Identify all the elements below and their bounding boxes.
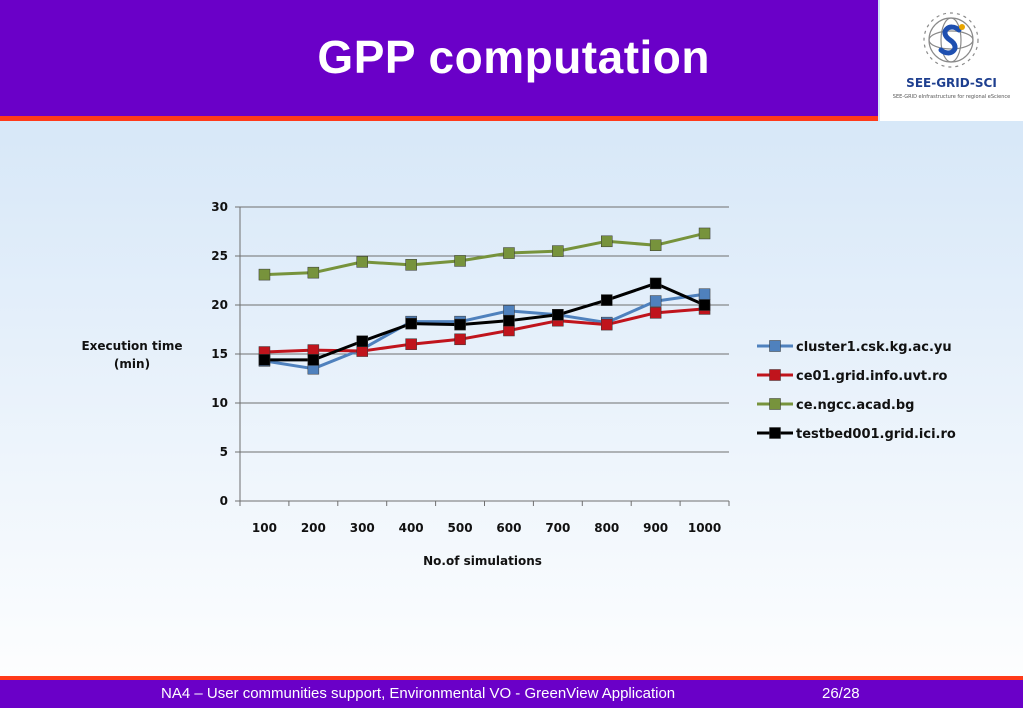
logo-wordmark: SEE-GRID-SCI: [906, 76, 997, 90]
x-tick-label: 900: [643, 521, 668, 535]
data-point: [649, 239, 662, 251]
data-point: [698, 288, 711, 300]
data-point: [649, 295, 662, 307]
globe-logo-icon: [923, 12, 979, 68]
y-tick-label: 0: [220, 494, 228, 508]
data-point: [601, 235, 613, 248]
x-tick-label: 200: [301, 521, 326, 535]
chart-axes: 0 5 10 15 20 25 30 100 200 300 400 500 600 700 800 900 1…: [81, 200, 730, 568]
data-point: [503, 247, 515, 259]
data-point: [601, 318, 613, 331]
x-tick-label: 600: [496, 521, 521, 535]
legend-marker: [769, 427, 781, 439]
x-tick-label: 800: [594, 521, 619, 535]
data-point: [649, 277, 662, 290]
data-point: [649, 307, 662, 319]
data-point: [405, 317, 417, 330]
legend-label: ce.ngcc.acad.bg: [796, 398, 914, 413]
footer-bar: NA4 – User communities support, Environm…: [0, 680, 1023, 708]
footer-accent-line: [0, 676, 1023, 680]
data-point: [454, 333, 466, 346]
x-tick-label: 300: [350, 521, 375, 535]
footer-text: NA4 – User communities support, Environm…: [161, 685, 676, 702]
x-tick-label: 1000: [688, 521, 721, 535]
x-tick-label: 500: [448, 521, 473, 535]
data-point: [503, 324, 515, 337]
data-point: [503, 305, 515, 317]
legend-label: testbed001.grid.ici.ro: [796, 427, 956, 442]
data-point: [307, 344, 320, 356]
data-point: [552, 245, 564, 257]
y-tick-label: 5: [220, 445, 228, 459]
data-point: [552, 309, 564, 321]
series-line-3: [264, 232, 705, 277]
x-tick-label: 700: [545, 521, 570, 535]
slide-title: GPP computation: [317, 31, 710, 83]
data-point: [454, 318, 466, 331]
data-point: [601, 294, 613, 306]
y-tick-label: 30: [211, 200, 228, 214]
data-point: [307, 354, 320, 366]
data-point: [698, 227, 711, 240]
data-point: [356, 335, 368, 348]
data-point: [454, 255, 466, 267]
x-axis-title: No.of simulations: [423, 554, 542, 568]
data-point: [405, 338, 417, 350]
header-accent-line: [0, 116, 878, 121]
chart-series: [258, 227, 711, 375]
logo-tagline: SEE-GRID eInfrastructure for regional eS…: [892, 94, 1011, 100]
legend-label: cluster1.csk.kg.ac.yu: [796, 340, 952, 355]
y-tick-label: 25: [211, 249, 228, 263]
data-point: [503, 314, 515, 327]
chart-legend: cluster1.csk.kg.ac.yu ce01.grid.info.uvt.…: [757, 340, 956, 442]
x-tick-label: 100: [252, 521, 277, 535]
series-line-4: [264, 281, 706, 362]
y-tick-label: 15: [211, 347, 228, 361]
data-point: [405, 259, 417, 271]
legend-label: ce01.grid.info.uvt.ro: [796, 369, 947, 384]
page-number: 26/28: [822, 685, 860, 702]
y-axis-title: (min): [114, 357, 150, 371]
legend-marker: [769, 398, 781, 410]
logo: SEE-GRID-SCI SEE-GRID eInfrastructure fo…: [880, 0, 1023, 121]
y-axis-title: Execution time: [81, 339, 182, 353]
legend-marker: [769, 369, 781, 381]
data-point: [356, 345, 368, 357]
data-point: [258, 268, 271, 281]
series-line-1: [264, 292, 705, 371]
header-bar: GPP computation: [0, 0, 878, 116]
data-point: [356, 256, 368, 268]
y-tick-label: 10: [211, 396, 228, 410]
legend-marker: [769, 340, 781, 352]
data-point: [258, 354, 271, 366]
data-point: [307, 266, 320, 279]
y-tick-label: 20: [211, 298, 228, 312]
x-tick-label: 400: [399, 521, 424, 535]
data-point: [698, 299, 711, 311]
